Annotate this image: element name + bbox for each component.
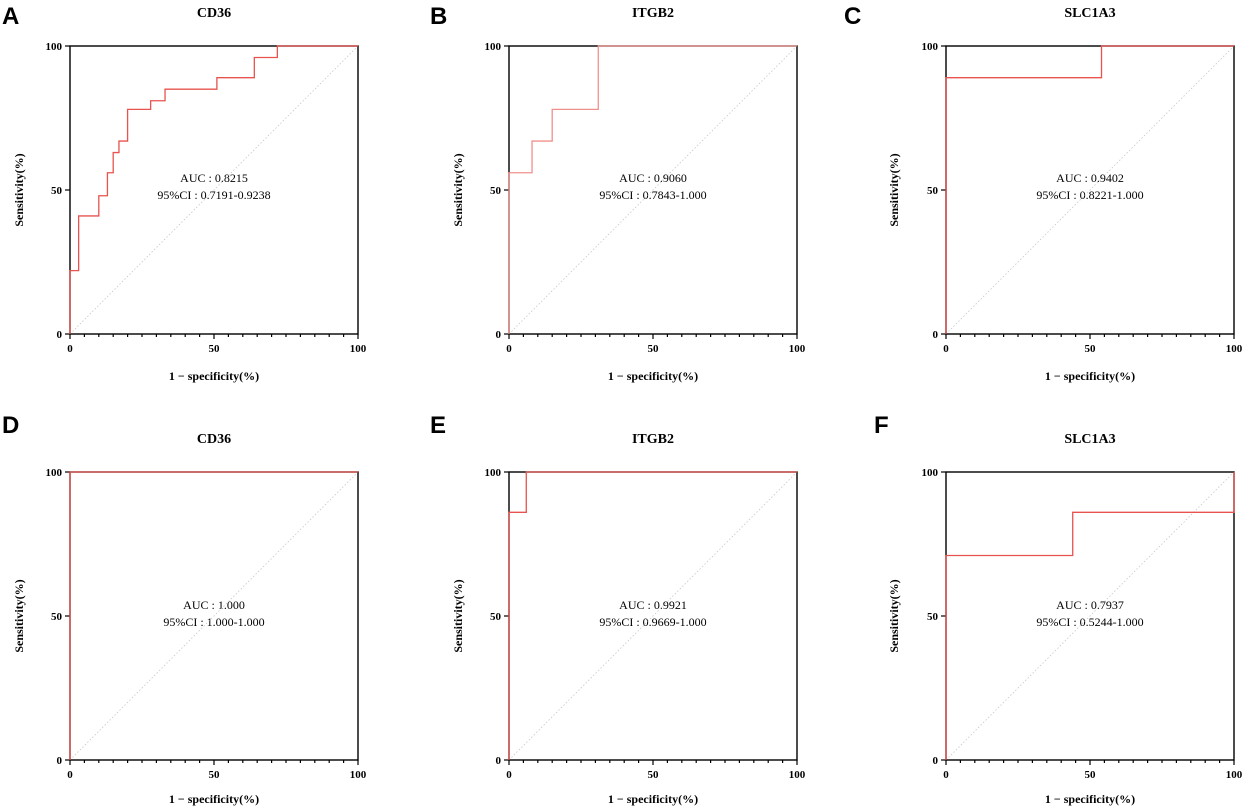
y-tick-label: 50 (927, 611, 939, 623)
y-axis-label: Sensitivity(%) (12, 579, 26, 652)
x-axis-label: 1 − specificity(%) (1045, 369, 1135, 383)
x-tick-label: 50 (648, 769, 660, 781)
x-tick-label: 100 (350, 343, 367, 355)
x-tick-label: 50 (1085, 343, 1097, 355)
y-tick-label: 0 (933, 329, 939, 341)
y-tick-label: 50 (927, 185, 939, 197)
x-tick-label: 100 (1226, 769, 1243, 781)
panel-letter: A (2, 3, 19, 30)
x-tick-label: 0 (67, 769, 73, 781)
auc-label: AUC : 0.9060 (619, 171, 687, 185)
roc-chart-f: F SLC1A3 Sensitivity(%) 1 − specificity(… (874, 412, 1243, 806)
auc-label: AUC : 0.8215 (180, 171, 248, 185)
x-axis-label: 1 − specificity(%) (1045, 792, 1135, 806)
roc-curve-line (945, 45, 1234, 334)
auc-label: AUC : 0.7937 (1056, 598, 1124, 612)
y-tick-label: 100 (485, 41, 502, 53)
y-axis-label: Sensitivity(%) (887, 579, 901, 652)
x-tick-label: 50 (209, 769, 221, 781)
roc-chart-a: A CD36 Sensitivity(%) 1 − specificity(%)… (2, 3, 367, 383)
x-tick-label: 0 (943, 769, 949, 781)
y-tick-label: 100 (485, 467, 502, 479)
chart-title: CD36 (197, 6, 231, 21)
x-tick-label: 0 (506, 769, 512, 781)
reference-diagonal (508, 45, 798, 335)
chart-title: ITGB2 (632, 432, 674, 447)
panel-letter: D (2, 412, 19, 439)
y-axis-label: Sensitivity(%) (451, 153, 465, 226)
reference-diagonal (945, 471, 1235, 761)
ci-label: 95%CI : 0.7843-1.000 (599, 188, 706, 202)
chart-title: SLC1A3 (1064, 432, 1115, 447)
panel-letter: E (430, 412, 446, 439)
x-tick-label: 50 (648, 343, 660, 355)
y-tick-label: 0 (496, 755, 502, 767)
chart-title: ITGB2 (632, 6, 674, 21)
y-axis-label: Sensitivity(%) (887, 153, 901, 226)
x-axis-label: 1 − specificity(%) (608, 792, 698, 806)
roc-chart-b: B ITGB2 Sensitivity(%) 1 − specificity(%… (430, 3, 806, 383)
reference-diagonal (945, 45, 1235, 335)
roc-curve-line (69, 45, 358, 334)
panel-letter: C (844, 3, 861, 30)
auc-label: AUC : 1.000 (183, 598, 245, 612)
y-tick-label: 0 (57, 755, 63, 767)
x-axis-label: 1 − specificity(%) (169, 369, 259, 383)
panel-letter: F (874, 412, 889, 439)
chart-title: CD36 (197, 432, 231, 447)
y-tick-label: 100 (922, 41, 939, 53)
x-tick-label: 0 (943, 343, 949, 355)
y-tick-label: 0 (57, 329, 63, 341)
x-tick-label: 100 (1226, 343, 1243, 355)
ci-label: 95%CI : 0.7191-0.9238 (157, 188, 270, 202)
y-tick-label: 100 (46, 41, 63, 53)
roc-chart-e: E ITGB2 Sensitivity(%) 1 − specificity(%… (430, 412, 806, 806)
ci-label: 95%CI : 0.9669-1.000 (599, 615, 706, 629)
y-axis-label: Sensitivity(%) (451, 579, 465, 652)
roc-chart-d: D CD36 Sensitivity(%) 1 − specificity(%)… (2, 412, 367, 806)
y-tick-label: 100 (922, 467, 939, 479)
x-axis-label: 1 − specificity(%) (169, 792, 259, 806)
ci-label: 95%CI : 1.000-1.000 (163, 615, 264, 629)
reference-diagonal (508, 471, 798, 761)
x-tick-label: 50 (1085, 769, 1097, 781)
x-tick-label: 0 (506, 343, 512, 355)
ci-label: 95%CI : 0.8221-1.000 (1036, 188, 1143, 202)
roc-curve-line (508, 45, 797, 334)
y-tick-label: 0 (933, 755, 939, 767)
x-tick-label: 100 (789, 769, 806, 781)
y-tick-label: 50 (51, 185, 63, 197)
reference-diagonal (69, 471, 359, 761)
x-tick-label: 100 (789, 343, 806, 355)
reference-diagonal (69, 45, 359, 335)
x-tick-label: 50 (209, 343, 221, 355)
x-axis-label: 1 − specificity(%) (608, 369, 698, 383)
auc-label: AUC : 0.9921 (619, 598, 687, 612)
chart-title: SLC1A3 (1064, 6, 1115, 21)
x-tick-label: 0 (67, 343, 73, 355)
y-tick-label: 100 (46, 467, 63, 479)
y-tick-label: 50 (490, 185, 502, 197)
ci-label: 95%CI : 0.5244-1.000 (1036, 615, 1143, 629)
panel-letter: B (430, 3, 447, 30)
y-axis-label: Sensitivity(%) (12, 153, 26, 226)
y-tick-label: 50 (51, 611, 63, 623)
roc-curve-line (508, 471, 797, 760)
y-tick-label: 0 (496, 329, 502, 341)
roc-curve-line (945, 472, 1235, 760)
y-tick-label: 50 (490, 611, 502, 623)
auc-label: AUC : 0.9402 (1056, 171, 1124, 185)
roc-curve-line (69, 471, 358, 760)
roc-chart-c: C SLC1A3 Sensitivity(%) 1 − specificity(… (844, 3, 1243, 383)
x-tick-label: 100 (350, 769, 367, 781)
